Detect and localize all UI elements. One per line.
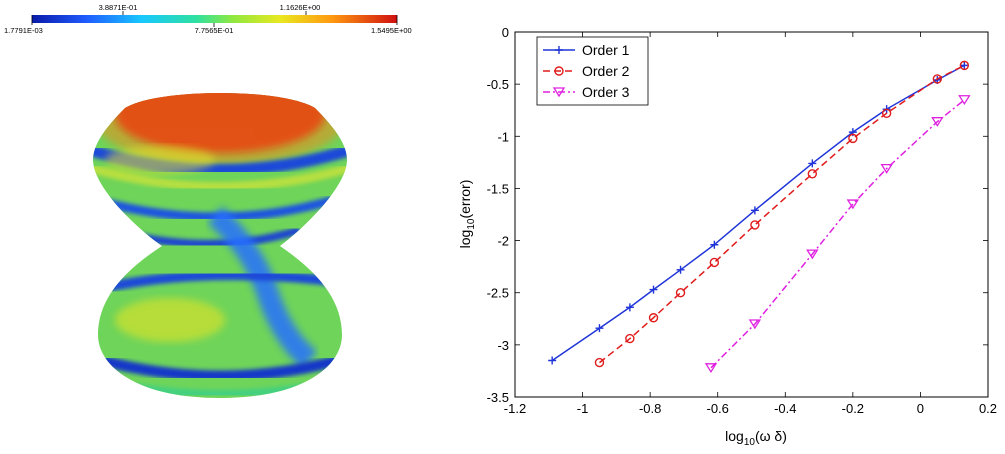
data-point <box>960 61 969 70</box>
data-point <box>625 303 634 312</box>
legend-marker <box>552 87 566 98</box>
legend-label: Order 3 <box>582 84 630 100</box>
x-tick-label: 0 <box>917 401 924 416</box>
data-point <box>675 288 686 298</box>
surface-panel: 3.8871E-01 1.1626E+00 1.7791E-03 7.7565E… <box>0 0 440 449</box>
series-layer <box>548 60 971 374</box>
y-tick-label: -3.5 <box>487 390 509 405</box>
legend-box <box>536 36 649 106</box>
data-point <box>709 257 720 268</box>
data-point <box>958 95 971 106</box>
x-tick-label: -0.6 <box>707 401 729 416</box>
data-point <box>548 356 557 365</box>
y-tick-label: -1 <box>497 129 509 144</box>
legend: Order 1 Order 2 Order 3 <box>536 36 649 106</box>
legend-label: Order 1 <box>582 42 630 58</box>
series-2 <box>594 60 970 368</box>
data-point <box>881 108 892 119</box>
data-point <box>807 169 818 179</box>
error-chart: -1.2 -1 -0.8 -0.6 -0.4 -0.2 0 0.2 -3.5 -3 -2.5 -2 -1… <box>457 25 997 448</box>
colorbar-label-top-2: 1.1626E+00 <box>280 3 321 12</box>
data-point <box>808 159 817 168</box>
data-point <box>704 363 718 374</box>
colorbar-label-top-1: 3.8871E-01 <box>99 3 138 12</box>
x-axis-label: log10(ω δ) <box>725 428 787 448</box>
data-point <box>880 163 893 174</box>
x-tick-label: -0.2 <box>842 401 864 416</box>
x-tick-label: 0.2 <box>979 401 997 416</box>
series-line <box>599 64 965 364</box>
legend-label: Order 2 <box>582 63 630 79</box>
data-point <box>595 324 604 333</box>
data-point <box>959 60 970 71</box>
y-tick-label: -1.5 <box>487 181 509 196</box>
y-tick-label: -3 <box>497 338 509 353</box>
series-line <box>710 99 965 369</box>
y-tick-label: 0 <box>502 25 509 40</box>
y-tick-label: -2 <box>497 234 509 249</box>
data-point <box>848 133 858 144</box>
plot-frame <box>514 31 989 398</box>
data-point <box>846 199 860 210</box>
x-tick-label: -1 <box>577 401 589 416</box>
data-point <box>932 74 943 84</box>
data-point <box>750 206 759 215</box>
surface-plot: 3.8871E-01 1.1626E+00 1.7791E-03 7.7565E… <box>4 3 412 398</box>
y-tick-label: -0.5 <box>487 77 509 92</box>
data-point <box>649 285 658 294</box>
data-point <box>594 357 605 368</box>
x-tick-label: -0.4 <box>774 401 796 416</box>
data-point <box>710 240 719 249</box>
data-point <box>748 319 762 330</box>
data-point <box>676 265 685 274</box>
y-tick-label: -2.5 <box>487 286 509 301</box>
data-point <box>806 249 819 260</box>
surface-shape <box>93 93 347 398</box>
data-point <box>648 313 659 323</box>
colorbar-label-bottom-2: 7.7565E-01 <box>195 26 234 35</box>
colorbar <box>32 15 397 23</box>
data-point <box>750 220 760 230</box>
colorbar-label-bottom-1: 1.7791E-03 <box>4 26 43 35</box>
legend-marker <box>555 46 563 54</box>
x-tick-label: -1.2 <box>504 401 526 416</box>
data-point <box>931 117 944 127</box>
data-point <box>625 333 635 344</box>
series-line <box>551 64 965 362</box>
colorbar-label-bottom-3: 1.5495E+00 <box>371 26 412 35</box>
x-tick-label: -0.8 <box>639 401 661 416</box>
series-3 <box>704 95 971 374</box>
error-chart-panel: -1.2 -1 -0.8 -0.6 -0.4 -0.2 0 0.2 -3.5 -3 -2.5 -2 -1… <box>440 0 1005 449</box>
axes: -1.2 -1 -0.8 -0.6 -0.4 -0.2 0 0.2 -3.5 -3 -2.5 -2 -1… <box>487 25 997 416</box>
series-1 <box>548 61 969 365</box>
legend-marker <box>554 66 564 76</box>
y-axis-label: log10(error) <box>457 180 477 249</box>
